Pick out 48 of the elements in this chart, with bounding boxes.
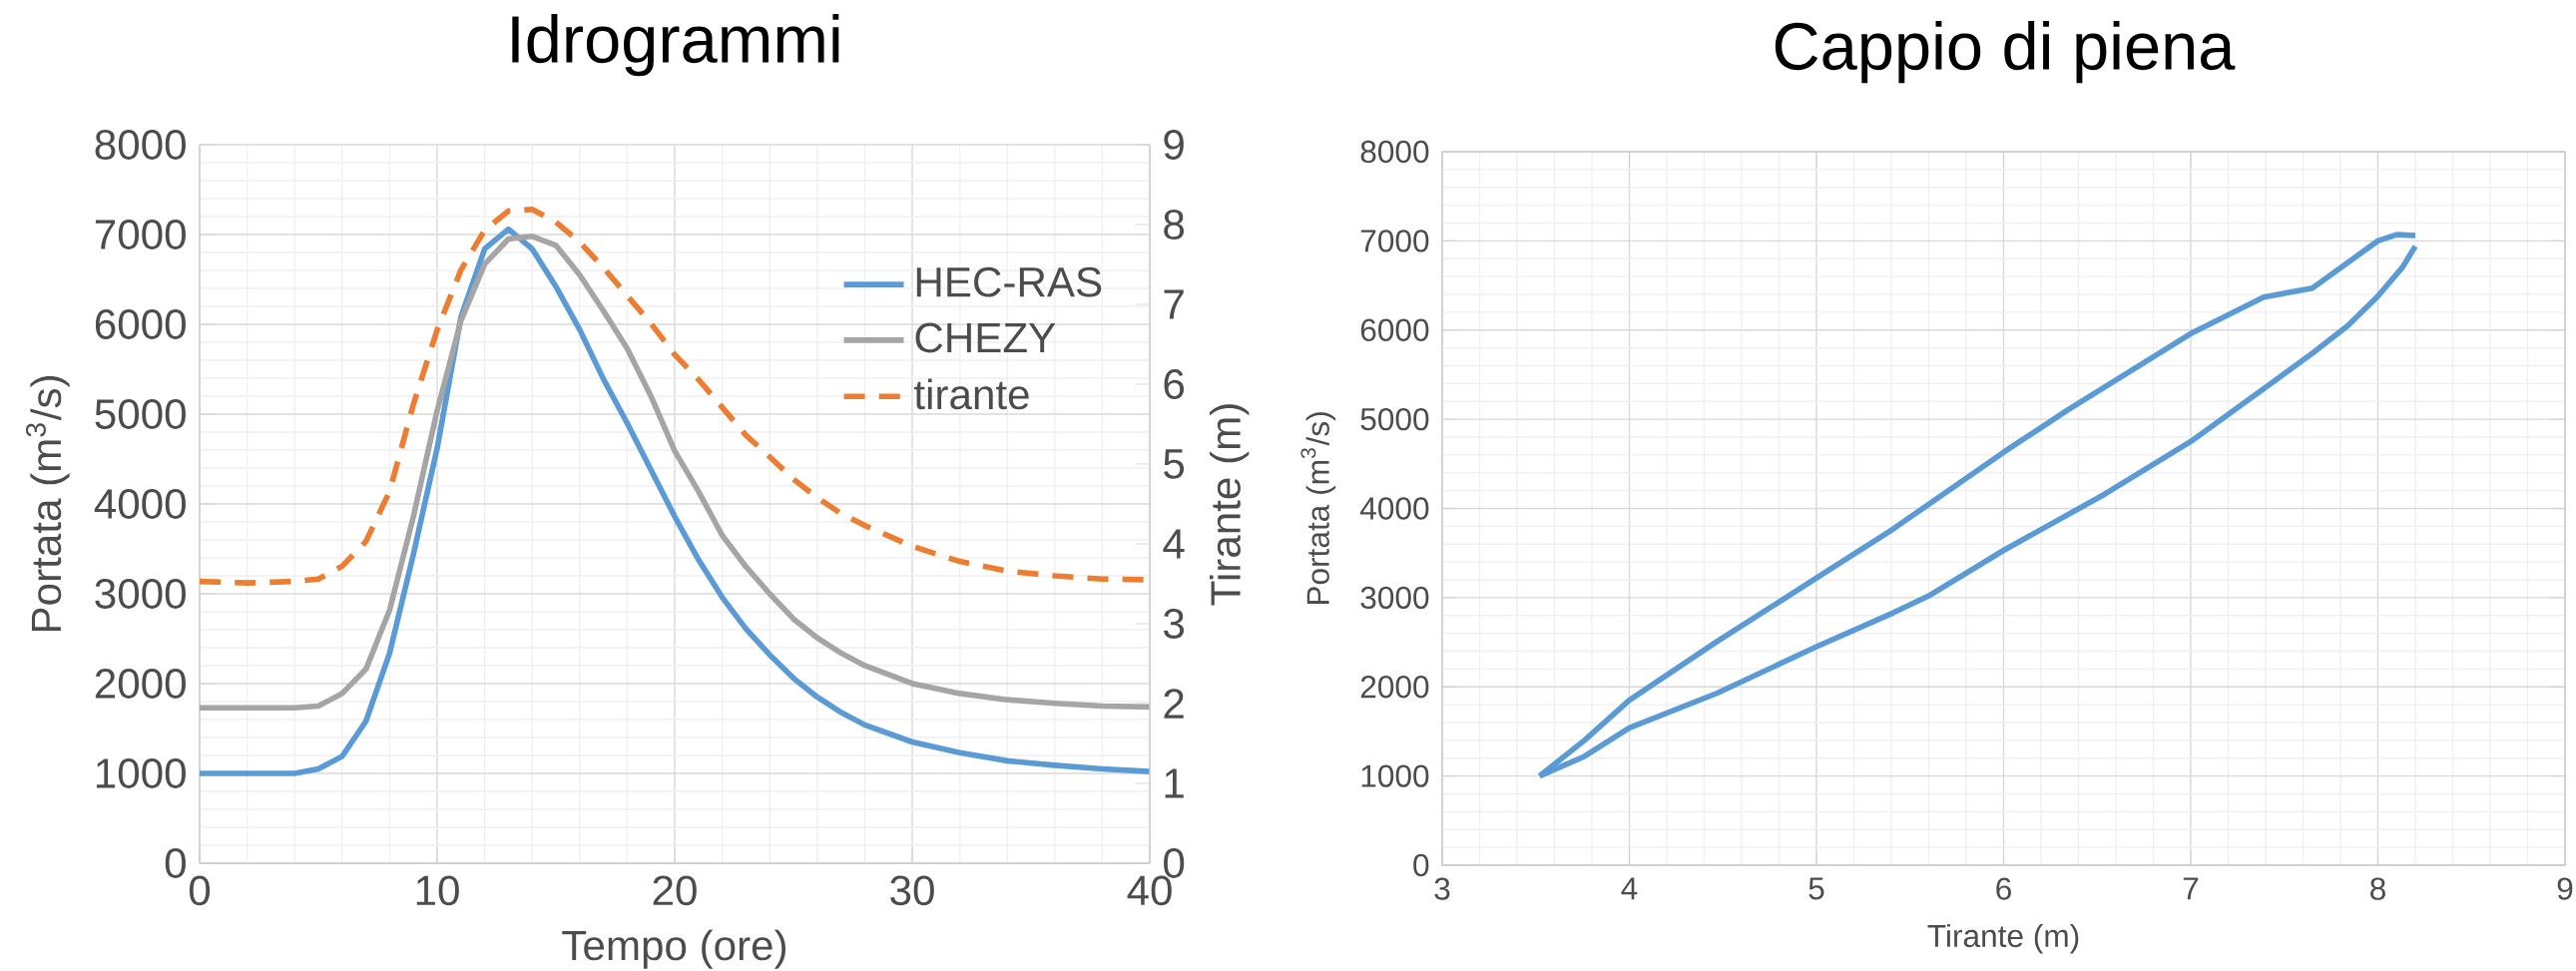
x-tick-label: 6: [1996, 877, 2011, 900]
x-tick-label: 7: [2183, 877, 2199, 900]
y2-tick-label: 7: [1164, 289, 1184, 319]
y-tick-label: 5000: [95, 399, 186, 429]
x-axis-title: Tirante (m): [1927, 923, 2079, 954]
y-tick-label: 6000: [1360, 318, 1429, 341]
y-tick-label: 8000: [1360, 140, 1429, 164]
chart-title: Idrogrammi: [512, 14, 839, 77]
y-tick-label: 7000: [95, 220, 186, 249]
x-tick-label: 9: [2557, 877, 2573, 900]
y-axis-title: Portata (m$^{3}$/s): [25, 376, 70, 632]
x-tick-label: 0: [189, 875, 211, 906]
y2-tick-label: 5: [1164, 449, 1185, 479]
y-tick-label: 4000: [94, 489, 186, 519]
y2-tick-label: 8: [1164, 210, 1185, 240]
y-tick-label: 7000: [1360, 230, 1429, 252]
y2-tick-label: 1: [1165, 768, 1184, 798]
y-tick-label: 6000: [95, 309, 186, 339]
chart-title: Cappio di piena: [1775, 21, 2236, 84]
y-tick-label: 2000: [1360, 676, 1429, 699]
y-tick-label: 5000: [1360, 407, 1429, 431]
y-axis-title: Portata (m$^{3}$/s): [1300, 412, 1336, 605]
y2-axis-title: Tirante (m): [1210, 404, 1250, 606]
y-tick-label: 8000: [95, 130, 186, 160]
x-tick-label: 5: [1808, 877, 1824, 900]
y-tick-label: 0: [1413, 853, 1429, 877]
legend-label: CHEZY: [915, 322, 1056, 353]
x-axis-title: Tempo (ore): [562, 929, 785, 969]
x-tick-label: 20: [653, 875, 697, 906]
y-tick-label: 3000: [95, 579, 186, 609]
y-tick-label: 3000: [1360, 586, 1429, 610]
y-tick-label: 1000: [96, 758, 186, 788]
y-tick-label: 0: [165, 848, 186, 878]
y2-tick-label: 2: [1164, 689, 1184, 719]
y2-tick-label: 4: [1163, 529, 1185, 559]
x-tick-label: 30: [890, 875, 934, 906]
x-tick-label: 10: [416, 875, 459, 906]
legend-label: tirante: [914, 378, 1029, 410]
y-tick-label: 2000: [95, 669, 186, 699]
y-tick-label: 1000: [1361, 764, 1429, 787]
x-tick-label: 8: [2370, 877, 2385, 900]
y2-tick-label: 9: [1164, 130, 1184, 160]
x-tick-label: 3: [1434, 877, 1450, 900]
legend-label: HEC-RAS: [916, 266, 1102, 297]
y-tick-label: 4000: [1359, 497, 1429, 520]
y2-tick-label: 6: [1164, 369, 1185, 399]
y2-tick-label: 3: [1164, 609, 1185, 639]
x-tick-label: 4: [1621, 877, 1638, 900]
